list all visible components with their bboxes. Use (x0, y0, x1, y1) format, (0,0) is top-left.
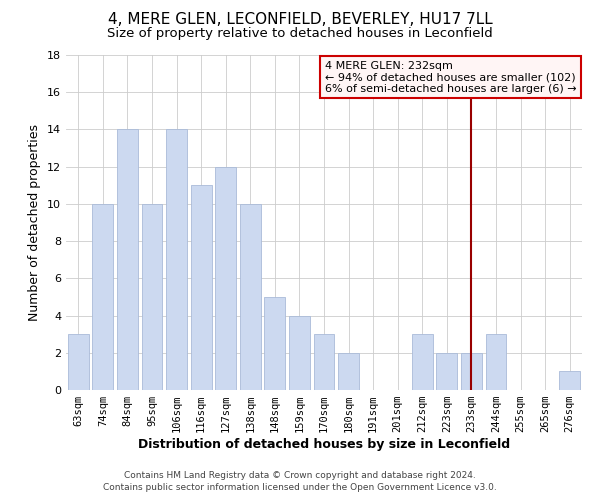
Bar (215, 166, 236, 390)
Bar (191, 186, 212, 390)
Text: Contains HM Land Registry data © Crown copyright and database right 2024.
Contai: Contains HM Land Registry data © Crown c… (103, 471, 497, 492)
Bar (559, 372, 580, 390)
Bar (412, 334, 433, 390)
Bar (117, 130, 138, 390)
Y-axis label: Number of detached properties: Number of detached properties (28, 124, 41, 321)
Bar (436, 353, 457, 390)
Bar (314, 334, 334, 390)
Bar (166, 130, 187, 390)
Bar (289, 316, 310, 390)
Bar (142, 204, 163, 390)
Text: 4, MERE GLEN, LECONFIELD, BEVERLEY, HU17 7LL: 4, MERE GLEN, LECONFIELD, BEVERLEY, HU17… (107, 12, 493, 28)
Bar (461, 353, 482, 390)
Bar (338, 353, 359, 390)
Bar (68, 334, 89, 390)
Bar (485, 334, 506, 390)
Text: Size of property relative to detached houses in Leconfield: Size of property relative to detached ho… (107, 28, 493, 40)
Bar (240, 204, 261, 390)
Bar (92, 204, 113, 390)
X-axis label: Distribution of detached houses by size in Leconfield: Distribution of detached houses by size … (138, 438, 510, 451)
Text: 4 MERE GLEN: 232sqm
← 94% of detached houses are smaller (102)
6% of semi-detach: 4 MERE GLEN: 232sqm ← 94% of detached ho… (325, 60, 577, 94)
Bar (265, 297, 286, 390)
